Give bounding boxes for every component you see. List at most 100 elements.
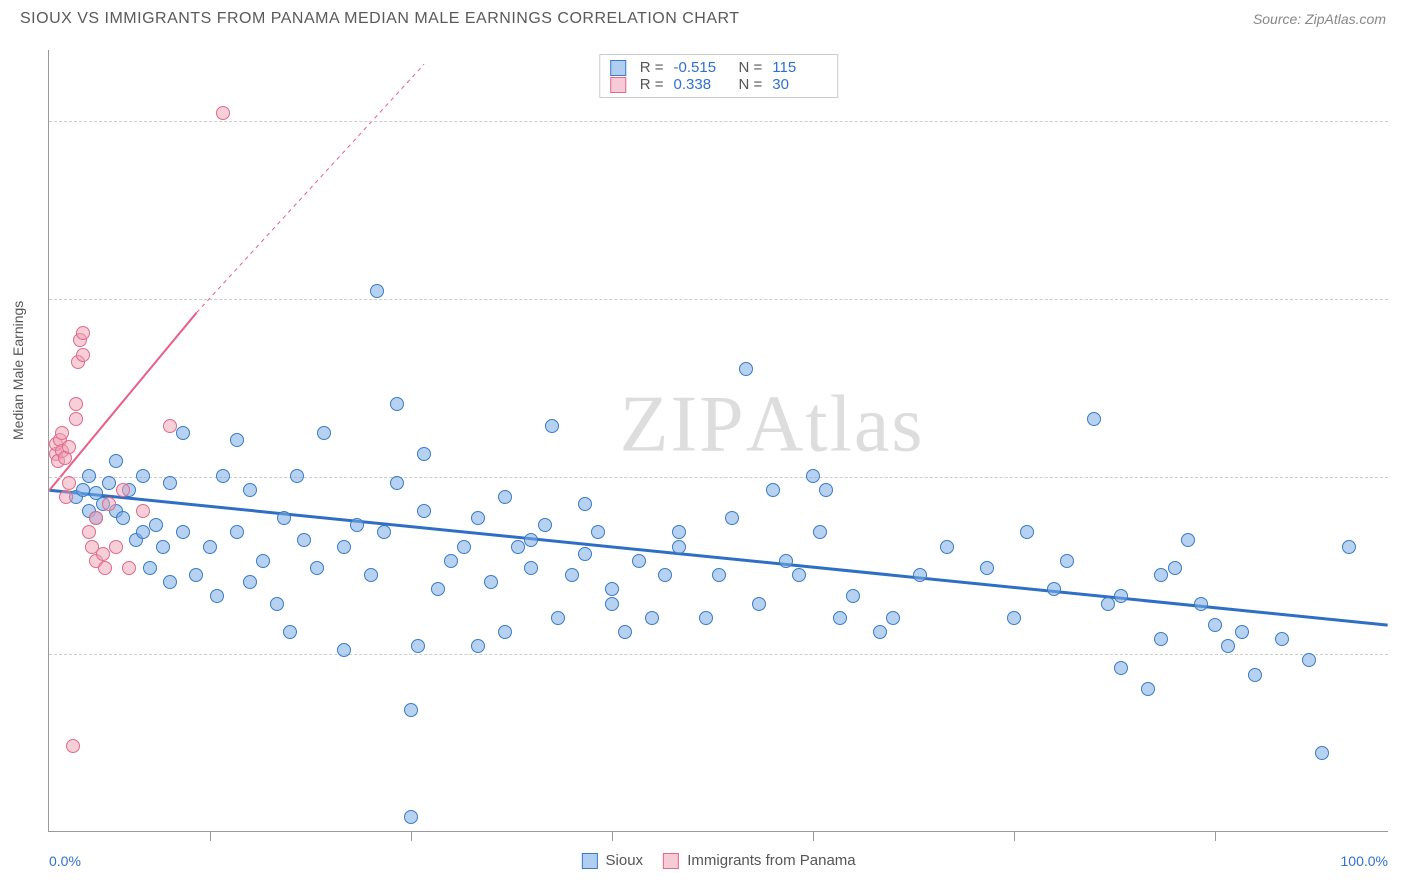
data-point-sioux (210, 589, 224, 603)
n-value-sioux: 115 (772, 59, 827, 76)
r-label: R = (640, 76, 664, 93)
x-tick (411, 831, 412, 841)
data-point-sioux (317, 426, 331, 440)
correlation-legend: R = -0.515 N = 115 R = 0.338 N = 30 (599, 54, 839, 98)
data-point-sioux (672, 540, 686, 554)
data-point-sioux (632, 554, 646, 568)
data-point-sioux (712, 568, 726, 582)
data-point-sioux (605, 582, 619, 596)
legend-row-sioux: R = -0.515 N = 115 (610, 59, 828, 76)
data-point-sioux (725, 511, 739, 525)
data-point-sioux (1221, 639, 1235, 653)
data-point-sioux (163, 575, 177, 589)
data-point-panama (62, 476, 76, 490)
x-start: 0.0% (49, 853, 81, 869)
data-point-sioux (417, 504, 431, 518)
x-end: 100.0% (1341, 853, 1388, 869)
data-point-sioux (833, 611, 847, 625)
data-point-panama (76, 348, 90, 362)
data-point-sioux (270, 597, 284, 611)
data-point-sioux (1141, 682, 1155, 696)
data-point-sioux (243, 575, 257, 589)
data-point-sioux (297, 533, 311, 547)
data-point-sioux (156, 540, 170, 554)
x-tick (210, 831, 211, 841)
y-axis-label: Median Male Earnings (10, 301, 26, 440)
data-point-panama (82, 525, 96, 539)
data-point-sioux (377, 525, 391, 539)
data-point-sioux (846, 589, 860, 603)
data-point-sioux (1154, 632, 1168, 646)
data-point-sioux (813, 525, 827, 539)
source-label: Source: ZipAtlas.com (1253, 11, 1386, 27)
data-point-sioux (76, 483, 90, 497)
data-point-panama (109, 540, 123, 554)
data-point-sioux (1302, 653, 1316, 667)
data-point-sioux (980, 561, 994, 575)
data-point-sioux (431, 582, 445, 596)
data-point-sioux (310, 561, 324, 575)
data-point-panama (69, 412, 83, 426)
data-point-sioux (277, 511, 291, 525)
data-point-sioux (645, 611, 659, 625)
data-point-sioux (444, 554, 458, 568)
data-point-sioux (337, 643, 351, 657)
data-point-sioux (524, 533, 538, 547)
r-label: R = (640, 59, 664, 76)
data-point-sioux (551, 611, 565, 625)
x-tick (1215, 831, 1216, 841)
data-point-sioux (203, 540, 217, 554)
data-point-sioux (390, 476, 404, 490)
gridline (49, 654, 1388, 655)
data-point-sioux (1020, 525, 1034, 539)
data-point-sioux (1047, 582, 1061, 596)
data-point-sioux (658, 568, 672, 582)
data-point-sioux (766, 483, 780, 497)
data-point-sioux (1315, 746, 1329, 760)
data-point-sioux (189, 568, 203, 582)
watermark: ZIPAtlas (620, 379, 925, 470)
chart-title: SIOUX VS IMMIGRANTS FROM PANAMA MEDIAN M… (20, 10, 740, 28)
gridline (49, 477, 1388, 478)
data-point-sioux (591, 525, 605, 539)
swatch-blue (610, 60, 626, 76)
data-point-sioux (578, 497, 592, 511)
data-point-panama (66, 739, 80, 753)
data-point-sioux (511, 540, 525, 554)
data-point-sioux (176, 525, 190, 539)
data-point-sioux (819, 483, 833, 497)
data-point-sioux (792, 568, 806, 582)
data-point-sioux (538, 518, 552, 532)
data-point-sioux (143, 561, 157, 575)
gridline (49, 299, 1388, 300)
data-point-sioux (256, 554, 270, 568)
data-point-sioux (1275, 632, 1289, 646)
data-point-panama (62, 440, 76, 454)
data-point-sioux (457, 540, 471, 554)
data-point-sioux (102, 476, 116, 490)
data-point-sioux (940, 540, 954, 554)
data-point-sioux (498, 490, 512, 504)
x-tick (813, 831, 814, 841)
data-point-sioux (545, 419, 559, 433)
data-point-sioux (1235, 625, 1249, 639)
data-point-sioux (243, 483, 257, 497)
data-point-sioux (149, 518, 163, 532)
data-point-sioux (471, 511, 485, 525)
data-point-sioux (484, 575, 498, 589)
data-point-panama (102, 497, 116, 511)
data-point-sioux (605, 597, 619, 611)
n-value-panama: 30 (772, 76, 827, 93)
data-point-sioux (1101, 597, 1115, 611)
data-point-sioux (618, 625, 632, 639)
r-value-sioux: -0.515 (674, 59, 729, 76)
data-point-sioux (364, 568, 378, 582)
chart-plot-area: ZIPAtlas R = -0.515 N = 115 R = 0.338 N … (48, 50, 1388, 832)
data-point-sioux (230, 433, 244, 447)
x-axis-labels: 0.0% 100.0% (49, 853, 1388, 869)
data-point-sioux (163, 476, 177, 490)
data-point-sioux (136, 525, 150, 539)
data-point-sioux (498, 625, 512, 639)
data-point-sioux (1181, 533, 1195, 547)
data-point-panama (216, 106, 230, 120)
